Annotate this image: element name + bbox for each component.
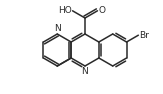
Text: HO: HO: [58, 6, 72, 15]
Text: N: N: [82, 67, 88, 76]
Text: O: O: [98, 6, 105, 15]
Text: N: N: [54, 24, 61, 33]
Text: Br: Br: [139, 31, 149, 40]
